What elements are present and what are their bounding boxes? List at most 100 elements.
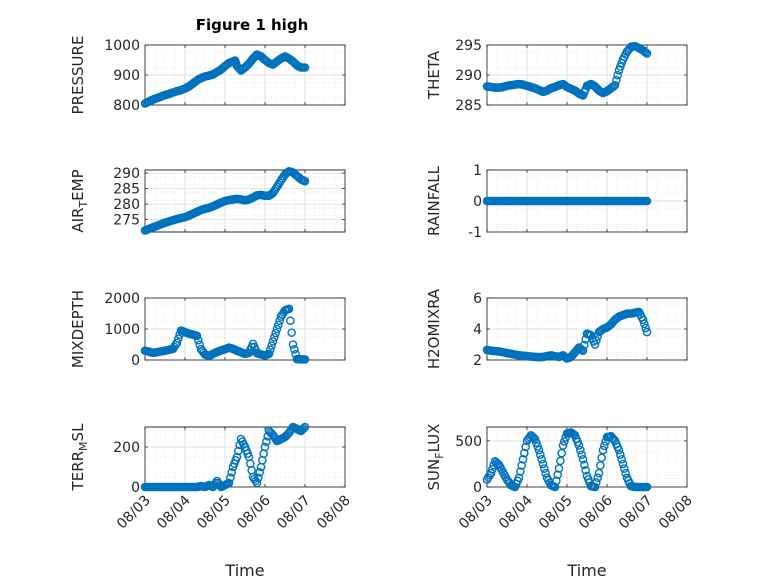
series-markers-air_temp [140, 166, 310, 235]
x-tick-label: 08/04 [496, 492, 536, 532]
data-point [641, 323, 650, 333]
data-point [581, 466, 590, 475]
y-tick-label: 0 [473, 194, 482, 210]
data-point [517, 461, 526, 470]
data-point [300, 355, 310, 364]
subplot-pressure: 800 900 1000 PRESSURE [69, 36, 346, 115]
data-point [610, 80, 620, 90]
data-point [552, 476, 561, 486]
data-point [272, 324, 282, 334]
data-point [554, 464, 564, 473]
data-point [574, 441, 584, 450]
x-tick-label: 08/05 [194, 493, 234, 533]
subplot-h2omixra: 2 4 6 H2OMIXRA [425, 288, 688, 369]
data-point [268, 337, 278, 346]
data-point [616, 450, 625, 459]
series-markers-theta [482, 41, 652, 100]
subplot-theta: 285 290 295 THETA [425, 38, 688, 114]
data-point [638, 315, 648, 325]
data-point [262, 437, 271, 446]
data-point [284, 304, 294, 314]
y-tick-label: 290 [113, 166, 140, 182]
data-point [521, 442, 530, 452]
y-tick-label: 285 [113, 182, 140, 198]
data-point [538, 459, 548, 469]
data-point [299, 424, 308, 433]
data-point [300, 422, 310, 432]
data-point [270, 332, 279, 342]
x-tick-label: 08/08 [656, 493, 696, 533]
y-axis-label: SUNFLUX [425, 424, 446, 491]
subplot-mixdepth: 0 1000 2000 MIXDEPTH [69, 290, 346, 369]
y-axis-label: MIXDEPTH [69, 290, 87, 368]
data-point [580, 340, 589, 350]
data-point [520, 448, 529, 458]
y-axis-label: PRESSURE [69, 36, 87, 115]
y-tick-label: 0 [131, 480, 140, 496]
figure-title: Figure 1 high [196, 16, 309, 34]
data-point [516, 467, 525, 476]
data-point [286, 316, 295, 326]
y-tick-label: 0 [131, 353, 140, 369]
y-tick-label: 290 [455, 68, 482, 84]
y-tick-label: 800 [113, 98, 140, 114]
data-point [533, 442, 542, 451]
data-point [569, 430, 578, 439]
x-tick-label: 08/08 [314, 493, 354, 533]
x-axis-label: Time [224, 561, 264, 580]
data-point [536, 450, 545, 459]
data-point [598, 445, 608, 455]
data-point [232, 452, 242, 462]
data-point [614, 445, 624, 455]
data-point [300, 176, 310, 186]
data-point [486, 468, 496, 478]
data-point [612, 75, 621, 85]
data-point [592, 336, 601, 345]
data-point [577, 450, 586, 459]
x-tick-label: 08/06 [234, 492, 274, 532]
subplot-sun_flux: 0 500 SUNFLUX 08/03 08/04 08/05 08/06 08/07 08/0… [425, 424, 696, 580]
subplot-terr_msl: 0 200 TERRMSL 08/03 08/04 08/05 08/06 08/07 08/0… [69, 422, 354, 580]
data-point [580, 460, 589, 470]
data-point [613, 70, 622, 80]
data-point [290, 345, 299, 354]
data-point [530, 434, 540, 444]
x-axis-label: Time [566, 561, 606, 580]
data-point [227, 468, 236, 477]
y-axis-label: THETA [425, 50, 443, 100]
data-point [211, 478, 220, 488]
x-tick-label: 08/04 [154, 492, 194, 532]
data-point [528, 432, 537, 441]
data-point [226, 473, 235, 482]
data-point [264, 349, 274, 359]
data-point [174, 334, 183, 343]
data-point [534, 445, 544, 455]
x-tick-label: 08/06 [576, 492, 616, 532]
data-point [288, 340, 298, 349]
data-point [518, 455, 528, 464]
data-point [541, 468, 550, 478]
y-tick-label: 1000 [104, 38, 140, 54]
data-point [266, 345, 275, 354]
data-point [617, 455, 626, 464]
data-point [597, 453, 606, 463]
data-point [576, 445, 585, 455]
y-tick-label: 6 [473, 291, 482, 307]
y-axis-label: TERRMSL [69, 423, 90, 492]
data-point [609, 435, 618, 444]
subplot-rainfall: -1 0 1 RAINFALL [425, 163, 688, 241]
data-point [556, 456, 565, 466]
data-point [274, 320, 283, 330]
y-axis-label: H2OMIXRA [425, 288, 443, 369]
data-point [550, 482, 560, 492]
data-point [560, 437, 569, 446]
data-point [260, 442, 270, 452]
data-point [194, 335, 203, 345]
data-point [532, 438, 541, 447]
x-tick-label: 08/03 [114, 493, 154, 533]
y-tick-label: 500 [455, 434, 482, 450]
series-markers-rainfall [482, 196, 652, 206]
data-point [234, 446, 243, 456]
data-point [642, 327, 652, 337]
data-point [641, 48, 650, 57]
